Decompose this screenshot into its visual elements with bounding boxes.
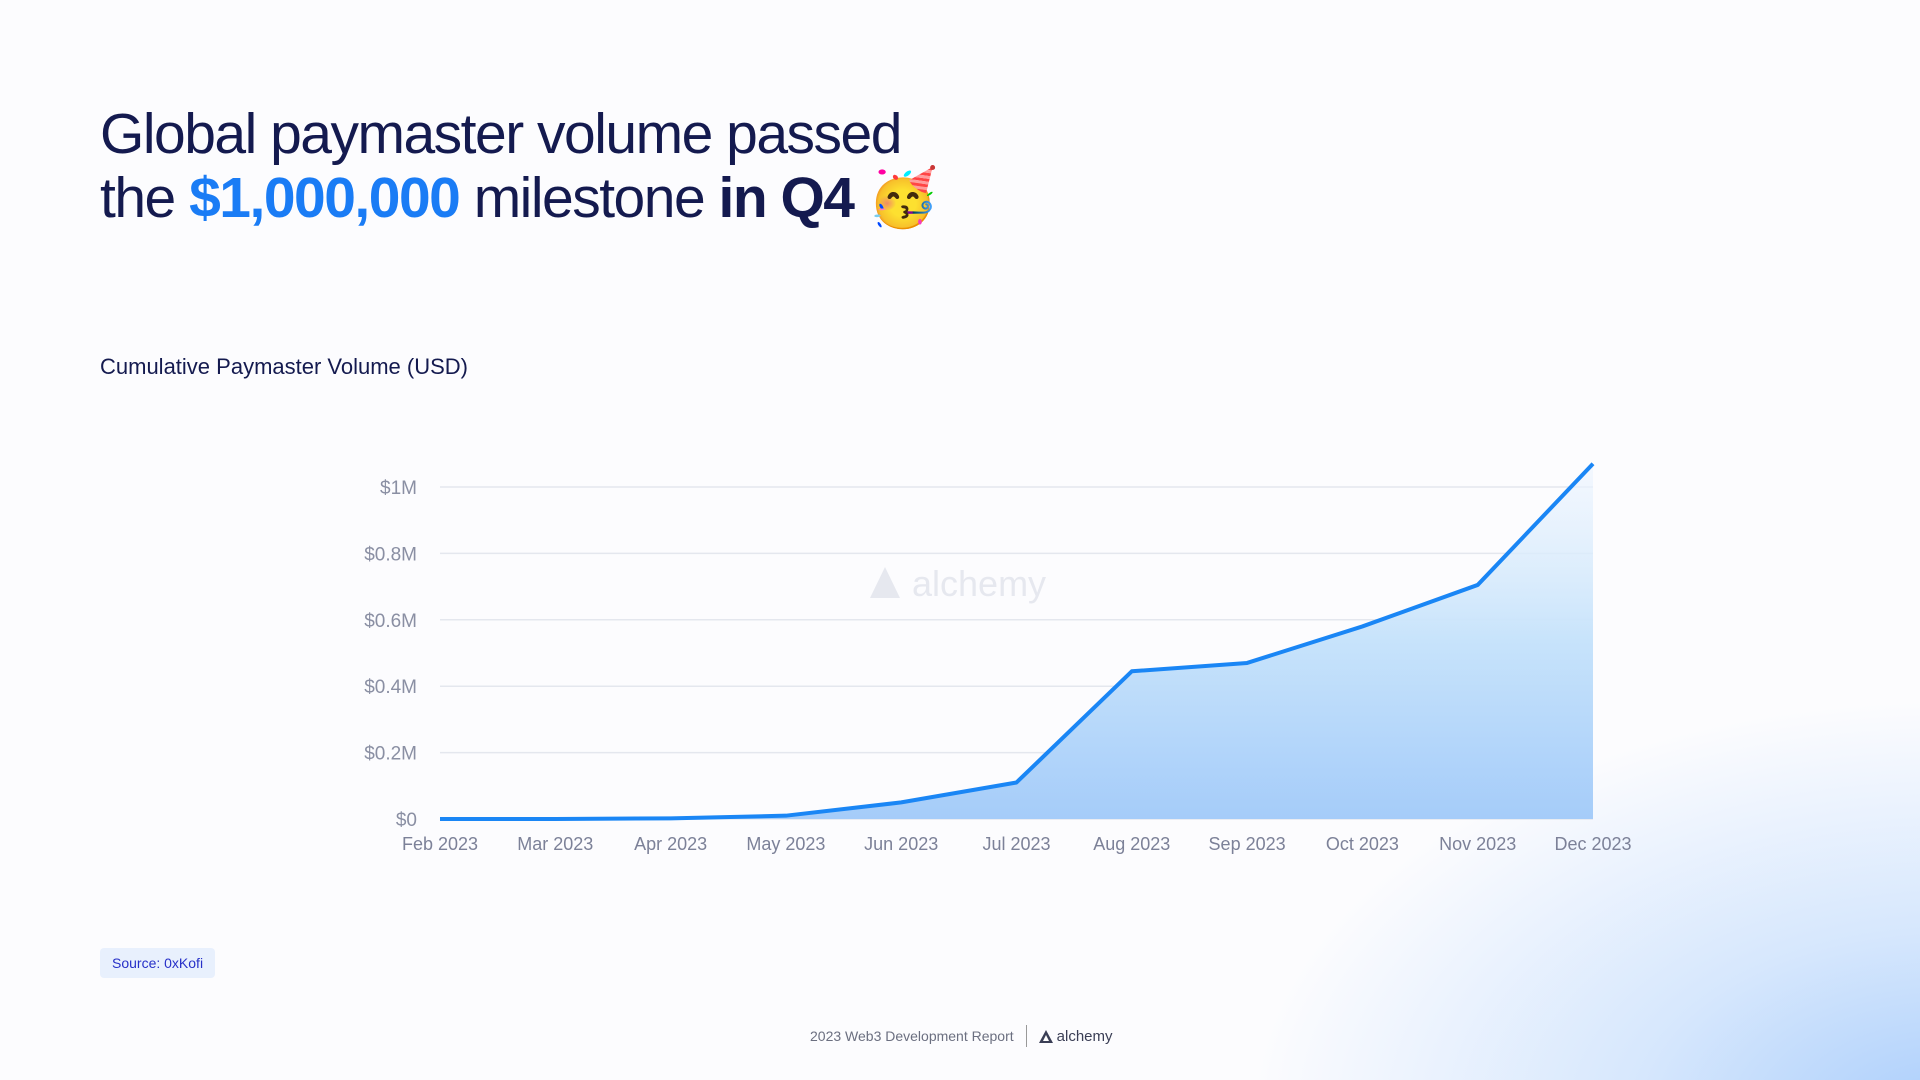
page-title: Global paymaster volume passed the $1,00… <box>100 102 939 230</box>
x-tick-label: Jun 2023 <box>864 834 938 854</box>
alchemy-logo-icon <box>1038 1029 1053 1043</box>
y-tick-label: $0.6M <box>364 611 417 632</box>
title-mid: milestone <box>459 166 719 230</box>
footer-divider <box>1025 1025 1027 1047</box>
party-face-icon: 🥳 <box>867 166 939 230</box>
y-tick-label: $0.2M <box>364 744 417 765</box>
x-tick-label: Feb 2023 <box>402 834 478 854</box>
footer: 2023 Web3 Development Report alchemy <box>810 1025 1113 1047</box>
brand-name: alchemy <box>1056 1027 1113 1045</box>
title-bold: in Q4 <box>718 166 855 230</box>
x-tick-label: Dec 2023 <box>1554 834 1631 854</box>
x-tick-label: May 2023 <box>746 834 825 854</box>
title-pre: the <box>100 166 190 230</box>
x-tick-label: Apr 2023 <box>634 834 707 854</box>
x-tick-label: Aug 2023 <box>1093 834 1170 854</box>
x-tick-label: Jul 2023 <box>982 834 1050 854</box>
x-tick-label: Mar 2023 <box>517 834 593 854</box>
report-name: 2023 Web3 Development Report <box>810 1028 1014 1044</box>
x-tick-label: Nov 2023 <box>1439 834 1516 854</box>
alchemy-watermark: alchemy <box>912 563 1046 604</box>
title-highlight: $1,000,000 <box>189 166 461 230</box>
title-line-2: the $1,000,000 milestone in Q4 🥳 <box>100 166 939 230</box>
x-tick-label: Oct 2023 <box>1326 834 1399 854</box>
chart-title: Cumulative Paymaster Volume (USD) <box>100 354 469 379</box>
x-tick-label: Sep 2023 <box>1209 834 1286 854</box>
title-line-1: Global paymaster volume passed <box>100 102 902 166</box>
y-tick-label: $0.4M <box>364 677 417 698</box>
source-badge: Source: 0xKofi <box>100 948 216 978</box>
y-tick-label: $1M <box>380 478 417 499</box>
y-tick-label: $0 <box>396 810 417 831</box>
alchemy-logo: alchemy <box>1038 1027 1113 1045</box>
area-fill <box>440 463 1593 819</box>
watermark-logo-icon <box>870 567 900 598</box>
y-tick-label: $0.8M <box>364 544 417 565</box>
